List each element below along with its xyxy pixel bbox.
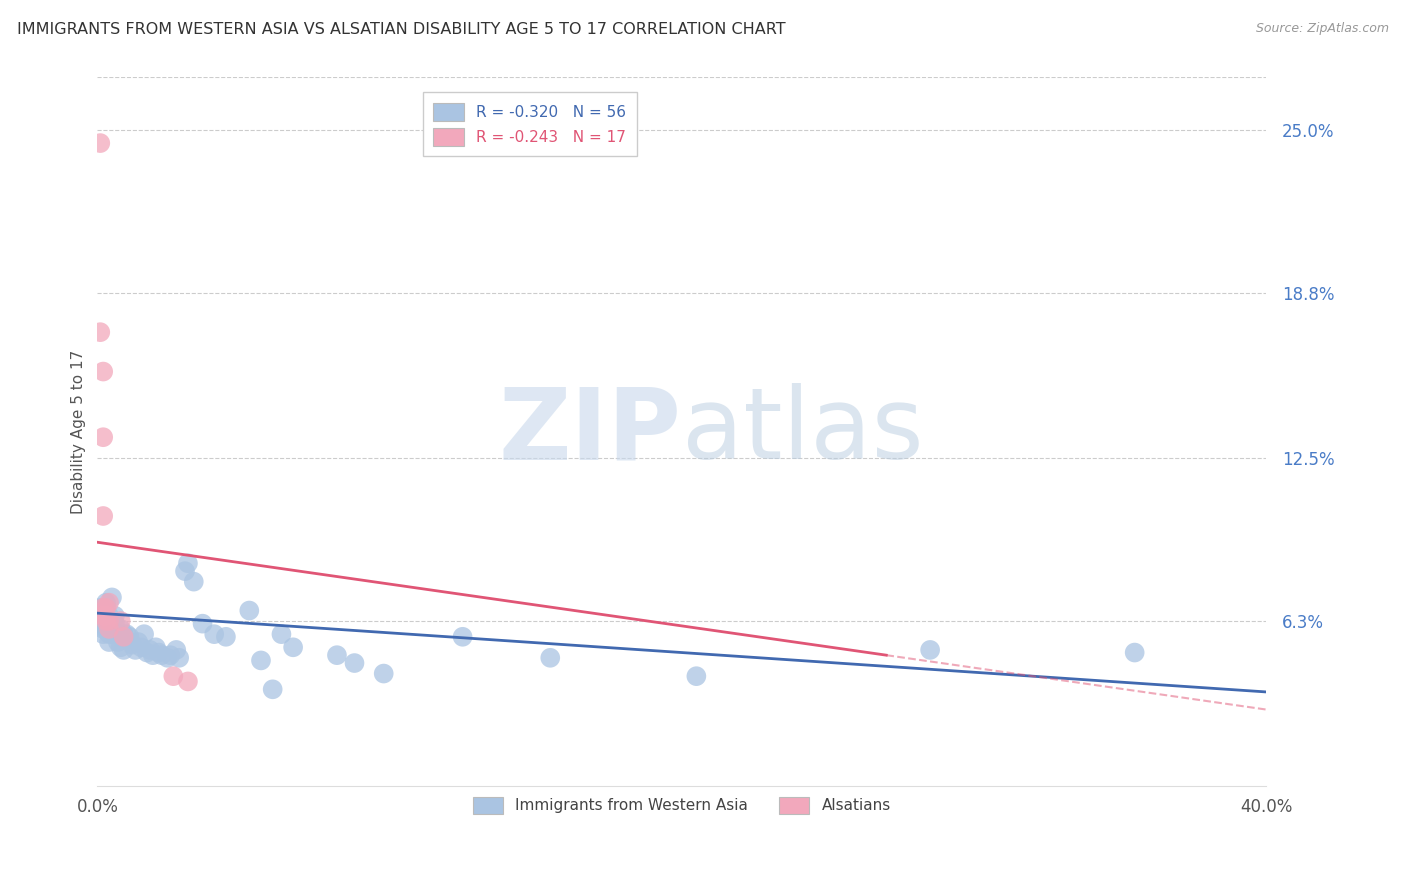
Point — [94, 608, 117, 623]
Point — [107, 627, 129, 641]
Point — [94, 614, 117, 628]
Point — [91, 508, 114, 523]
Point — [98, 635, 121, 649]
Point — [177, 674, 200, 689]
Point — [104, 608, 127, 623]
Point — [281, 640, 304, 655]
Point — [91, 622, 114, 636]
Point — [112, 627, 135, 641]
Point — [91, 601, 114, 615]
Point — [148, 646, 170, 660]
Point — [104, 616, 127, 631]
Point — [98, 608, 121, 623]
Point — [142, 648, 165, 662]
Point — [94, 622, 117, 636]
Point — [920, 643, 942, 657]
Point — [127, 635, 149, 649]
Point — [538, 650, 561, 665]
Point — [112, 643, 135, 657]
Point — [1123, 646, 1146, 660]
Point — [98, 596, 121, 610]
Point — [110, 640, 132, 655]
Point — [145, 640, 167, 655]
Point — [112, 630, 135, 644]
Point — [89, 325, 111, 339]
Point — [165, 643, 187, 657]
Point — [91, 430, 114, 444]
Text: Source: ZipAtlas.com: Source: ZipAtlas.com — [1256, 22, 1389, 36]
Point — [343, 656, 366, 670]
Point — [118, 630, 141, 644]
Point — [121, 638, 143, 652]
Point — [98, 627, 121, 641]
Point — [177, 556, 200, 570]
Point — [183, 574, 205, 589]
Point — [167, 650, 190, 665]
Point — [373, 666, 395, 681]
Point — [94, 596, 117, 610]
Point — [129, 640, 152, 655]
Point — [150, 648, 173, 662]
Point — [91, 627, 114, 641]
Point — [98, 622, 121, 636]
Point — [94, 601, 117, 615]
Point — [159, 648, 181, 662]
Point — [132, 627, 155, 641]
Point — [270, 627, 292, 641]
Point — [202, 627, 225, 641]
Point — [162, 669, 184, 683]
Point — [89, 136, 111, 150]
Text: IMMIGRANTS FROM WESTERN ASIA VS ALSATIAN DISABILITY AGE 5 TO 17 CORRELATION CHAR: IMMIGRANTS FROM WESTERN ASIA VS ALSATIAN… — [17, 22, 786, 37]
Point — [174, 564, 197, 578]
Point — [139, 643, 162, 657]
Y-axis label: Disability Age 5 to 17: Disability Age 5 to 17 — [72, 350, 86, 514]
Text: atlas: atlas — [682, 384, 924, 481]
Legend: Immigrants from Western Asia, Alsatians: Immigrants from Western Asia, Alsatians — [463, 786, 901, 825]
Point — [124, 643, 146, 657]
Point — [91, 365, 114, 379]
Point — [250, 653, 273, 667]
Point — [156, 650, 179, 665]
Point — [89, 601, 111, 615]
Point — [326, 648, 349, 662]
Point — [115, 627, 138, 641]
Text: ZIP: ZIP — [499, 384, 682, 481]
Point — [110, 622, 132, 636]
Point — [262, 682, 284, 697]
Point — [107, 635, 129, 649]
Point — [451, 630, 474, 644]
Point — [191, 616, 214, 631]
Point — [91, 608, 114, 623]
Point — [215, 630, 238, 644]
Point — [101, 622, 124, 636]
Point — [110, 614, 132, 628]
Point — [101, 591, 124, 605]
Point — [136, 646, 159, 660]
Point — [89, 616, 111, 631]
Point — [98, 614, 121, 628]
Point — [101, 627, 124, 641]
Point — [238, 603, 260, 617]
Point — [685, 669, 707, 683]
